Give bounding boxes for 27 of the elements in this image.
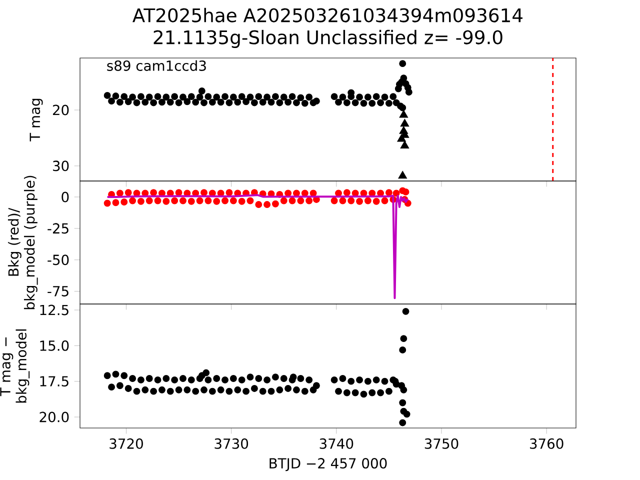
x-tick-label: 3760 <box>530 438 564 449</box>
x-tick-label: 3750 <box>424 438 458 449</box>
chart-subtitle: 21.1135g-Sloan Unclassified z= -99.0 <box>154 30 502 48</box>
point <box>397 134 406 142</box>
y-axis-title: T mag <box>30 98 43 142</box>
y-axis-title: T mag − bkg_model <box>0 329 30 403</box>
point <box>399 110 408 118</box>
x-tick-label: 3720 <box>110 438 143 449</box>
y-tick-label: -25 <box>48 223 68 234</box>
y-axis-title: Bkg (red)/ bkg_model (purple) <box>8 176 38 310</box>
point <box>400 118 410 127</box>
point <box>398 170 408 179</box>
y-tick-label: 15.0 <box>40 340 69 351</box>
y-tick-label: 20.0 <box>40 412 69 422</box>
y-tick-label: 12.5 <box>40 304 68 316</box>
y-tick-label: -50 <box>48 254 69 266</box>
y-tick-label: 30 <box>53 160 69 172</box>
y-tick-label: 17.5 <box>40 376 68 386</box>
annotation: s89 cam1ccd3 <box>107 60 206 71</box>
y-tick-label: -75 <box>48 286 68 296</box>
point <box>400 140 410 148</box>
x-tick-label: 3740 <box>320 438 354 449</box>
chart-title: AT2025hae A202503261034394m093614 <box>132 8 522 22</box>
y-tick-label: 0 <box>62 192 69 202</box>
x-axis-title: BTJD −2 457 000 <box>270 458 387 472</box>
y-tick-label: 20 <box>52 104 69 116</box>
x-tick-label: 3730 <box>214 438 248 449</box>
